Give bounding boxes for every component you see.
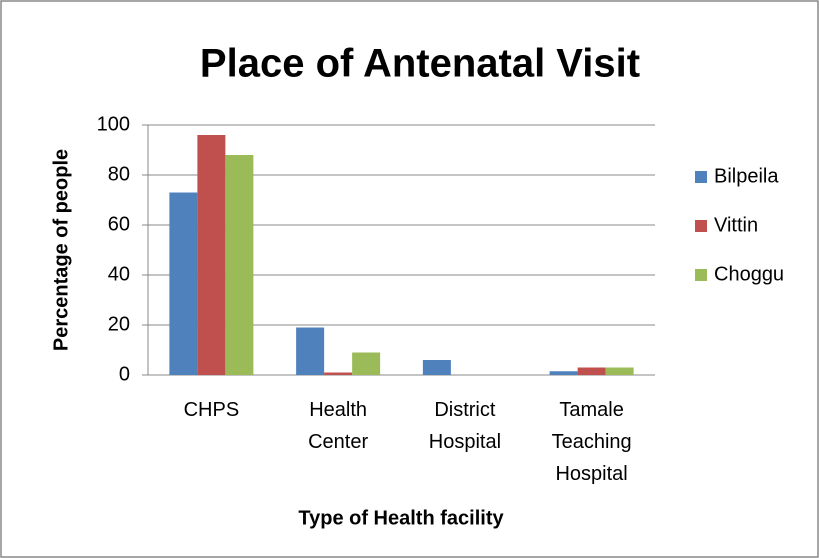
legend-swatch bbox=[695, 220, 707, 232]
chart-title: Place of Antenatal Visit bbox=[200, 42, 640, 86]
bar bbox=[324, 372, 353, 375]
bar bbox=[169, 192, 198, 375]
bar bbox=[605, 367, 634, 375]
legend-label: Vittin bbox=[714, 214, 758, 236]
legend-label: Choggu bbox=[714, 263, 784, 285]
y-tick-label: 60 bbox=[108, 213, 130, 235]
bar bbox=[296, 327, 325, 375]
legend-label: Bilpeila bbox=[714, 165, 779, 187]
x-tick-label: Health Center bbox=[308, 399, 369, 453]
x-tick-label: CHPS bbox=[183, 399, 240, 421]
y-tick-label: 100 bbox=[97, 113, 130, 135]
x-tick-label: Tamale Teaching Hospital bbox=[551, 399, 632, 485]
x-tick-label: District Hospital bbox=[428, 399, 502, 453]
bar bbox=[197, 135, 226, 375]
bar bbox=[352, 352, 381, 375]
bar bbox=[225, 155, 254, 375]
legend-swatch bbox=[695, 269, 707, 281]
x-axis-label: Type of Health facility bbox=[298, 507, 504, 529]
bar bbox=[549, 371, 578, 375]
bar bbox=[422, 360, 451, 375]
bar bbox=[577, 367, 606, 375]
legend-swatch bbox=[695, 171, 707, 183]
y-tick-label: 80 bbox=[108, 163, 130, 185]
y-tick-label: 0 bbox=[119, 363, 130, 385]
y-tick-label: 20 bbox=[108, 313, 130, 335]
y-axis-label: Percentage of people bbox=[50, 149, 72, 351]
y-tick-label: 40 bbox=[108, 263, 130, 285]
